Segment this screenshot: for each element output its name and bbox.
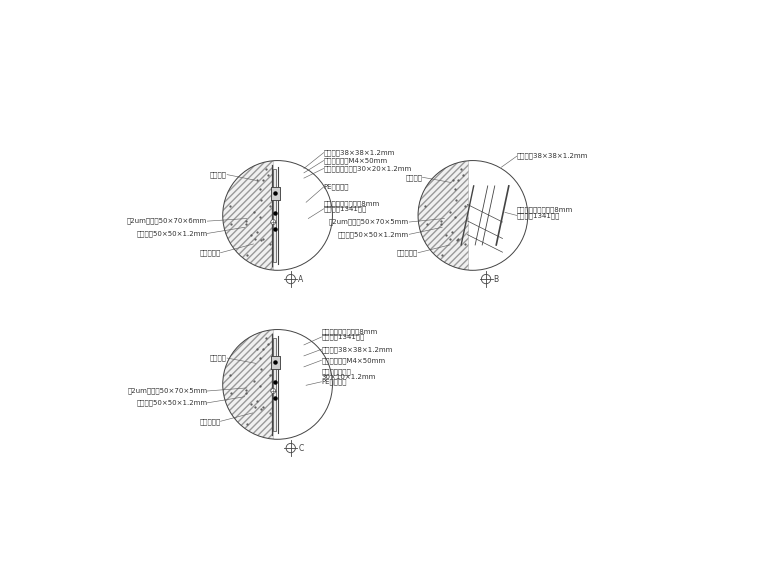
- Text: B: B: [493, 275, 499, 283]
- Polygon shape: [418, 161, 473, 270]
- Text: 乳白色（1341号）: 乳白色（1341号）: [517, 212, 560, 219]
- Text: 铝合金压条: 铝合金压条: [199, 250, 220, 256]
- Text: 双面复合陶钢装饰板8mm: 双面复合陶钢装饰板8mm: [517, 207, 573, 214]
- Text: 隧道衬砌: 隧道衬砌: [210, 355, 227, 361]
- Text: 镀2um锌角钢50×70×5mm: 镀2um锌角钢50×70×5mm: [329, 219, 409, 225]
- Text: 双面复合陶钢装饰板8mm: 双面复合陶钢装饰板8mm: [321, 328, 378, 335]
- Text: 自攻自钻螺纹M4×50mm: 自攻自钻螺纹M4×50mm: [321, 357, 385, 364]
- Text: PE抗震胶条: PE抗震胶条: [324, 184, 349, 190]
- Text: 竖向龙骨50×50×1.2mm: 竖向龙骨50×50×1.2mm: [136, 230, 207, 237]
- Text: 横向龙骨38×38×1.2mm: 横向龙骨38×38×1.2mm: [324, 149, 395, 156]
- Text: A: A: [298, 275, 303, 283]
- Text: 镀2um锌角钢50×70×5mm: 镀2um锌角钢50×70×5mm: [127, 388, 207, 394]
- Text: 横向龙骨38×38×1.2mm: 横向龙骨38×38×1.2mm: [517, 153, 588, 160]
- Circle shape: [271, 219, 276, 225]
- Circle shape: [271, 389, 276, 393]
- Text: PE抗震胶条: PE抗震胶条: [321, 378, 347, 385]
- Text: 乳白色（1341号）: 乳白色（1341号）: [321, 333, 365, 340]
- Text: 乳白色（1341号）: 乳白色（1341号）: [324, 206, 367, 212]
- Bar: [273, 338, 277, 431]
- Bar: [273, 169, 277, 262]
- Polygon shape: [223, 329, 277, 439]
- Text: 铝合金压条: 铝合金压条: [199, 418, 220, 425]
- Text: 铝合金上收口铝角30×20×1.2mm: 铝合金上收口铝角30×20×1.2mm: [324, 165, 412, 172]
- Bar: [271, 356, 280, 369]
- Text: 铝合金压条: 铝合金压条: [397, 250, 418, 256]
- Text: 竖向龙骨50×50×1.2mm: 竖向龙骨50×50×1.2mm: [136, 400, 207, 406]
- Text: 横向龙骨38×38×1.2mm: 横向龙骨38×38×1.2mm: [321, 346, 393, 353]
- Polygon shape: [223, 161, 277, 270]
- Text: 竖向龙骨50×50×1.2mm: 竖向龙骨50×50×1.2mm: [338, 231, 409, 238]
- Text: 自攻自钻螺纹M4×50mm: 自攻自钻螺纹M4×50mm: [324, 157, 388, 164]
- Text: 隧道衬砌: 隧道衬砌: [405, 174, 423, 181]
- Text: 30×10×1.2mm: 30×10×1.2mm: [321, 373, 376, 380]
- Text: C: C: [298, 443, 303, 453]
- Text: 镀2um锌角钢50×70×6mm: 镀2um锌角钢50×70×6mm: [127, 218, 207, 225]
- Text: 专用铝合金压条: 专用铝合金压条: [321, 368, 351, 374]
- Text: 隧道衬砌: 隧道衬砌: [210, 172, 227, 178]
- Bar: [271, 187, 280, 200]
- Text: 双面复合陶钢装饰板8mm: 双面复合陶钢装饰板8mm: [324, 200, 380, 207]
